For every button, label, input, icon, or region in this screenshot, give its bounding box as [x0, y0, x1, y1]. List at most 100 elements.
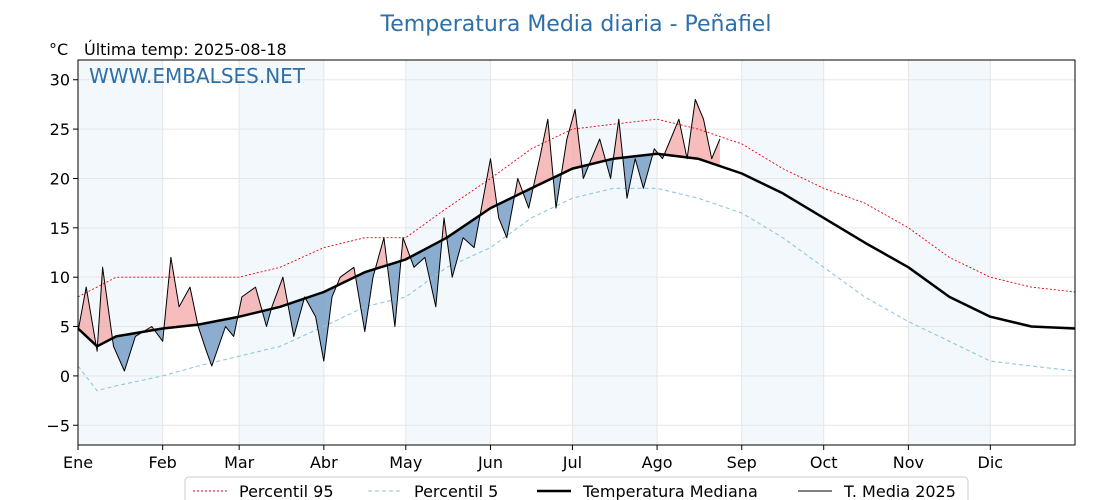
data-point-y2025	[695, 99, 696, 100]
data-point-y2025	[473, 247, 474, 248]
data-point-y2025	[555, 207, 556, 208]
data-point-y2025	[331, 296, 332, 297]
data-point-y2025	[293, 336, 294, 337]
data-point-y2025	[539, 158, 540, 159]
data-point-y2025	[383, 237, 384, 238]
data-point-p5	[97, 390, 98, 391]
data-point-y2025	[413, 267, 414, 268]
data-point-y2025	[703, 119, 704, 120]
data-point-y2025	[443, 217, 444, 218]
data-point-median	[990, 316, 991, 317]
data-point-p5	[697, 198, 698, 199]
series-line-p95	[77, 118, 1076, 298]
data-point-y2025	[711, 158, 712, 159]
data-point-p5	[280, 346, 281, 347]
data-point-y2025	[583, 178, 584, 179]
data-point-median	[864, 242, 865, 243]
data-point-p95	[405, 237, 406, 238]
data-point-y2025	[353, 267, 354, 268]
x-tick-label: May	[389, 453, 422, 472]
data-point-median	[1031, 326, 1032, 327]
month-band-0	[78, 60, 163, 445]
data-point-y2025	[424, 257, 425, 258]
data-point-p5	[823, 267, 824, 268]
plot-frame	[77, 59, 1076, 446]
data-point-y2025	[402, 237, 403, 238]
data-point-y2025	[528, 207, 529, 208]
data-point-median	[162, 328, 163, 329]
data-point-p95	[162, 277, 163, 278]
data-point-y2025	[626, 198, 627, 199]
data-point-p95	[490, 178, 491, 179]
data-point-p5	[323, 326, 324, 327]
data-point-p95	[613, 124, 614, 125]
data-point-y2025	[304, 296, 305, 297]
data-point-y2025	[678, 119, 679, 120]
plot-area: −5 0 5 10 15 20 25 30 Ene Feb Mar Abr May Jun Jul Ago Se…	[46, 59, 1076, 472]
data-point-median	[782, 193, 783, 194]
data-point-y2025	[591, 158, 592, 159]
data-point-p5	[162, 375, 163, 376]
data-point-median	[949, 296, 950, 297]
unit-label: °C	[49, 40, 68, 59]
data-point-y2025	[670, 138, 671, 139]
x-tick-label: Mar	[224, 453, 255, 472]
data-point-y2025	[599, 138, 600, 139]
data-point-p95	[908, 227, 909, 228]
y-tick-label: 10	[50, 268, 70, 287]
data-point-y2025	[566, 138, 567, 139]
data-point-p95	[823, 188, 824, 189]
month-band-5	[908, 60, 991, 445]
x-tick-label: Dic	[978, 453, 1004, 472]
month-band-1	[239, 60, 324, 445]
data-point-p5	[656, 188, 657, 189]
series-line-median	[77, 152, 1076, 348]
y-tick-label: 30	[50, 71, 70, 90]
data-point-p5	[864, 296, 865, 297]
data-point-p5	[782, 237, 783, 238]
data-point-median	[697, 158, 698, 159]
data-point-y2025	[498, 217, 499, 218]
data-point-p95	[782, 168, 783, 169]
data-point-y2025	[151, 326, 152, 327]
data-point-y2025	[452, 277, 453, 278]
data-point-p5	[198, 365, 199, 366]
y-tick-label: −5	[46, 416, 70, 435]
data-point-p5	[239, 356, 240, 357]
x-tick-label: Sep	[727, 453, 757, 472]
data-point-y2025	[687, 158, 688, 159]
data-point-median	[531, 188, 532, 189]
watermark-text: WWW.EMBALSES.NET	[89, 64, 306, 88]
legend-label-median: Temperatura Mediana	[582, 482, 758, 500]
series-line-y2025	[77, 99, 721, 372]
last-temp-label: Última temp: 2025-08-18	[84, 40, 287, 59]
y-tick-label: 25	[50, 120, 70, 139]
data-point-y2025	[364, 331, 365, 332]
month-band-3	[572, 60, 658, 445]
data-point-y2025	[113, 346, 114, 347]
data-point-p95	[211, 277, 212, 278]
data-point-p5	[490, 247, 491, 248]
data-point-p95	[239, 277, 240, 278]
legend: Percentil 95 Percentil 5 Temperatura Media…	[184, 476, 969, 500]
data-point-median	[116, 336, 117, 337]
data-point-y2025	[211, 365, 212, 366]
data-point-y2025	[170, 257, 171, 258]
data-point-p95	[364, 237, 365, 238]
data-point-p5	[949, 341, 950, 342]
data-point-y2025	[517, 178, 518, 179]
data-point-y2025	[618, 119, 619, 120]
x-tick-label: Jun	[477, 453, 503, 472]
data-point-p95	[323, 247, 324, 248]
data-point-p5	[446, 267, 447, 268]
data-point-y2025	[189, 286, 190, 287]
data-point-y2025	[719, 138, 720, 139]
data-point-median	[239, 316, 240, 317]
data-point-y2025	[86, 286, 87, 287]
data-point-y2025	[394, 326, 395, 327]
data-point-y2025	[490, 158, 491, 159]
data-point-p95	[572, 129, 573, 130]
legend-box	[184, 476, 969, 500]
data-point-p5	[741, 212, 742, 213]
